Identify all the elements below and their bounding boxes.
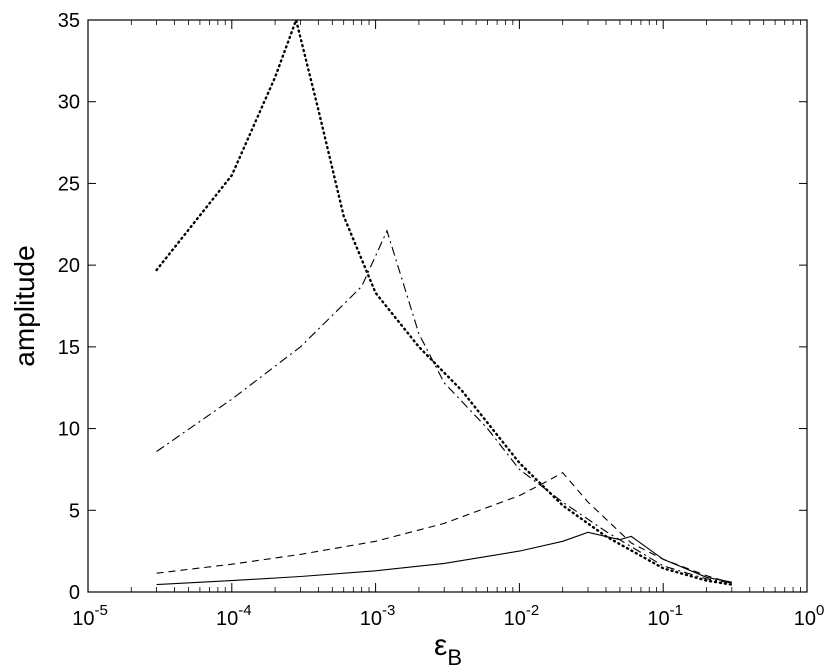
series-line-dotted xyxy=(155,15,733,586)
x-tick-label: 10-5 xyxy=(72,602,108,630)
series-layer xyxy=(155,15,733,586)
y-tick-label: 10 xyxy=(58,419,80,441)
series-line-dashed xyxy=(156,472,732,584)
x-axis-label: εB xyxy=(434,629,462,670)
x-tick-label: 100 xyxy=(794,602,825,630)
y-tick-label: 30 xyxy=(58,92,80,114)
axis-ticks xyxy=(87,19,808,593)
x-tick-label: 10-1 xyxy=(647,602,683,630)
x-axis-label-symbol: ε xyxy=(434,629,447,662)
y-tick-label: 20 xyxy=(58,255,80,277)
y-axis-label: amplitude xyxy=(9,245,40,366)
x-tick-label: 10-3 xyxy=(360,602,396,630)
x-tick-label: 10-4 xyxy=(216,602,252,630)
x-axis-label-subscript: B xyxy=(447,645,462,670)
y-tick-label: 0 xyxy=(69,582,80,604)
x-tick-label: 10-2 xyxy=(504,602,540,630)
axis-tick-labels: 0 5 10 15 20 25 30 35 10-5 10-4 10-3 10-2 10-1 100 xyxy=(58,10,825,630)
y-tick-label: 25 xyxy=(58,173,80,195)
y-tick-label: 35 xyxy=(58,10,80,32)
y-tick-label: 15 xyxy=(58,337,80,359)
y-tick-label: 5 xyxy=(69,500,80,522)
series-line-dashdot xyxy=(156,229,732,584)
plot-frame xyxy=(87,19,808,593)
